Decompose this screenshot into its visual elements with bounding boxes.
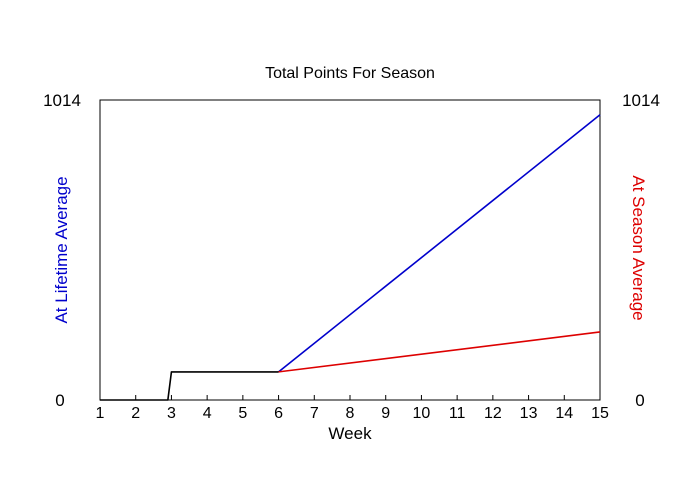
left-y-tick-max: 1014	[43, 91, 81, 110]
x-tick-label: 2	[131, 405, 140, 422]
series-layer	[100, 114, 601, 401]
actual-series-line	[100, 371, 279, 401]
left-y-tick-min: 0	[55, 391, 64, 410]
x-tick-label: 7	[310, 405, 319, 422]
right-y-tick-min: 0	[635, 391, 644, 410]
x-tick-label: 8	[346, 405, 355, 422]
left-y-axis-label: At Lifetime Average	[52, 176, 71, 323]
x-tick-label: 10	[413, 405, 431, 422]
x-tick-label: 15	[591, 405, 609, 422]
x-axis-ticks: 1 2 3 4 5 6 7 8 9 10 11 12 13 14 15	[96, 395, 609, 422]
x-tick-label: 4	[203, 405, 212, 422]
x-tick-label: 9	[381, 405, 390, 422]
right-y-tick-max: 1014	[622, 91, 660, 110]
x-tick-label: 14	[555, 405, 573, 422]
x-tick-label: 6	[274, 405, 283, 422]
x-tick-label: 12	[484, 405, 502, 422]
plot-area	[99, 99, 601, 401]
x-tick-label: 3	[167, 405, 176, 422]
x-tick-label: 5	[238, 405, 247, 422]
x-tick-label: 13	[520, 405, 538, 422]
chart-title: Total Points For Season	[265, 65, 435, 82]
x-tick-label: 11	[449, 405, 466, 422]
x-axis-label: Week	[328, 424, 372, 443]
x-tick-label: 1	[96, 405, 105, 422]
season-series-line	[278, 331, 601, 373]
right-y-axis-label: At Season Average	[629, 175, 648, 320]
lifetime-series-line	[278, 114, 601, 373]
